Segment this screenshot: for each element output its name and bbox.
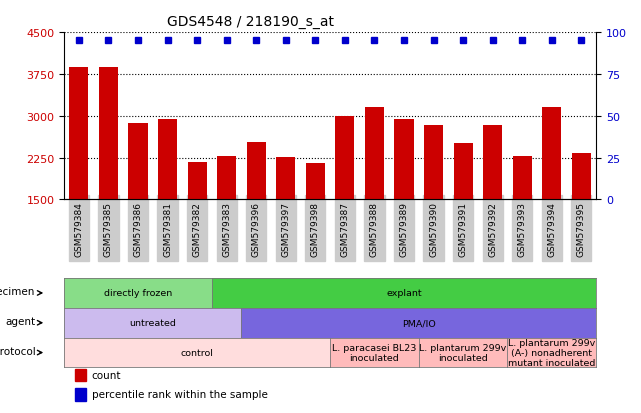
Bar bbox=[365, 108, 384, 200]
Bar bbox=[454, 143, 472, 200]
Bar bbox=[306, 163, 325, 200]
Bar bbox=[335, 116, 354, 200]
Bar bbox=[513, 157, 532, 200]
Text: protocol: protocol bbox=[0, 346, 35, 356]
Bar bbox=[483, 126, 503, 200]
Text: untreated: untreated bbox=[129, 318, 176, 328]
Text: PMA/IO: PMA/IO bbox=[402, 318, 436, 328]
Bar bbox=[276, 158, 296, 200]
Text: explant: explant bbox=[386, 289, 422, 298]
Text: L. plantarum 299v
(A-) nonadherent
mutant inoculated: L. plantarum 299v (A-) nonadherent mutan… bbox=[508, 338, 595, 368]
Bar bbox=[247, 142, 266, 200]
Bar bbox=[99, 68, 118, 200]
Bar bbox=[69, 68, 88, 200]
Text: control: control bbox=[181, 348, 213, 357]
Text: directly frozen: directly frozen bbox=[104, 289, 172, 298]
Text: L. paracasei BL23
inoculated: L. paracasei BL23 inoculated bbox=[332, 343, 417, 362]
Title: GDS4548 / 218190_s_at: GDS4548 / 218190_s_at bbox=[167, 15, 334, 29]
Text: agent: agent bbox=[5, 316, 35, 326]
Bar bbox=[217, 157, 237, 200]
Bar bbox=[158, 119, 177, 200]
Bar bbox=[188, 163, 206, 200]
Bar bbox=[424, 126, 443, 200]
Bar bbox=[542, 107, 562, 200]
Bar bbox=[572, 153, 591, 200]
Text: percentile rank within the sample: percentile rank within the sample bbox=[92, 389, 268, 399]
Bar bbox=[75, 369, 87, 381]
Bar bbox=[75, 388, 87, 401]
Bar bbox=[128, 124, 147, 200]
Text: count: count bbox=[92, 370, 121, 380]
Text: L. plantarum 299v
inoculated: L. plantarum 299v inoculated bbox=[419, 343, 507, 362]
Text: specimen: specimen bbox=[0, 287, 35, 297]
Bar bbox=[394, 119, 413, 200]
